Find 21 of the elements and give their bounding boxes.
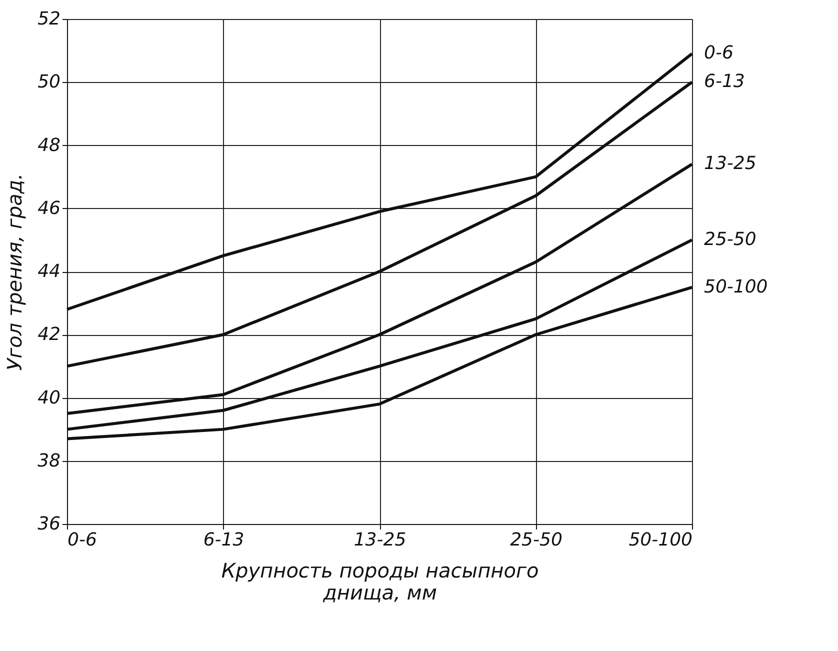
x-tick-label: 13-25 [354, 530, 406, 550]
y-tick-label: 52 [38, 8, 60, 30]
x-tick-label: 25-50 [510, 530, 562, 550]
x-tick-label: 6-13 [203, 530, 244, 550]
series-label: 13-25 [704, 153, 756, 174]
y-tick-label: 50 [38, 72, 60, 93]
series-label: 0-6 [704, 42, 734, 64]
x-tick-label: 0-6 [68, 530, 97, 550]
y-tick-label: 48 [38, 134, 60, 156]
series-label: 25-50 [704, 228, 756, 250]
x-tick-label: 50-100 [628, 530, 692, 550]
y-tick-label: 40 [38, 387, 60, 408]
y-tick-label: 46 [38, 198, 60, 219]
y-tick-label: 36 [38, 514, 60, 534]
y-tick-label: 42 [38, 324, 60, 346]
y-tick-label: 44 [38, 261, 60, 282]
series-label: 6-13 [704, 71, 745, 92]
y-axis-title: Угол трения, град. [2, 173, 27, 371]
y-tick-label: 38 [38, 450, 60, 472]
x-axis-title: Крупность породы насыпного днища, мм [221, 558, 539, 604]
series-label: 50-100 [704, 276, 768, 298]
